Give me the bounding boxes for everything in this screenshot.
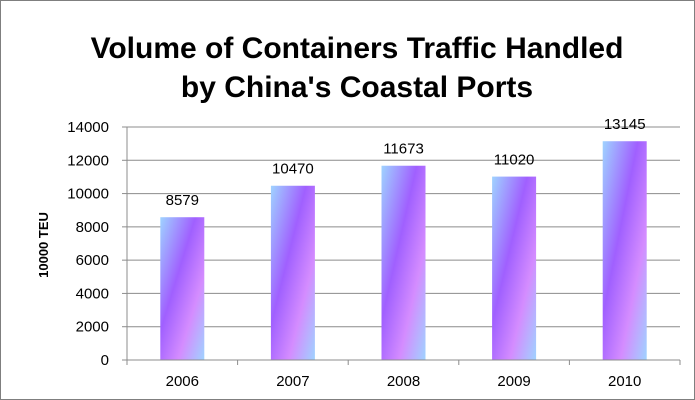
bars	[160, 141, 647, 360]
x-tick-label-2006: 2006	[166, 373, 199, 390]
y-axis-label: 10000 TEU	[36, 212, 51, 278]
y-tick-label: 12000	[67, 152, 109, 169]
data-label-2008: 11673	[383, 141, 424, 158]
y-tick-label: 0	[101, 352, 109, 369]
data-labels: 8579 10470 11673 11020 13145	[166, 116, 646, 209]
x-tick-label-2009: 2009	[497, 373, 530, 390]
y-axis-ticks: 0 2000 4000 6000 8000 10000 12000 14000	[67, 119, 128, 369]
chart-title-line-1: Volume of Containers Traffic Handled	[91, 32, 624, 65]
bar-2010	[602, 141, 647, 360]
x-tick-label-2007: 2007	[276, 373, 309, 390]
x-tick-label-2010: 2010	[608, 373, 641, 390]
x-axis-ticks: 2006 2007 2008 2009 2010	[126, 360, 681, 390]
y-tick-label: 2000	[76, 319, 109, 336]
bar-2009	[492, 176, 537, 360]
y-tick-label: 4000	[76, 285, 109, 302]
chart-title-line-2: by China's Coastal Ports	[181, 71, 533, 104]
bar-2007	[270, 185, 315, 360]
y-tick-label: 14000	[67, 119, 109, 136]
y-tick-label: 10000	[67, 186, 109, 203]
data-label-2009: 11020	[494, 152, 535, 169]
y-tick-label: 8000	[76, 219, 109, 236]
data-label-2010: 13145	[604, 116, 646, 133]
data-label-2007: 10470	[272, 161, 314, 178]
data-label-2006: 8579	[166, 192, 199, 209]
y-tick-label: 6000	[76, 252, 109, 269]
bar-2006	[160, 217, 205, 360]
bar-2008	[381, 165, 426, 360]
x-tick-label-2008: 2008	[387, 373, 420, 390]
